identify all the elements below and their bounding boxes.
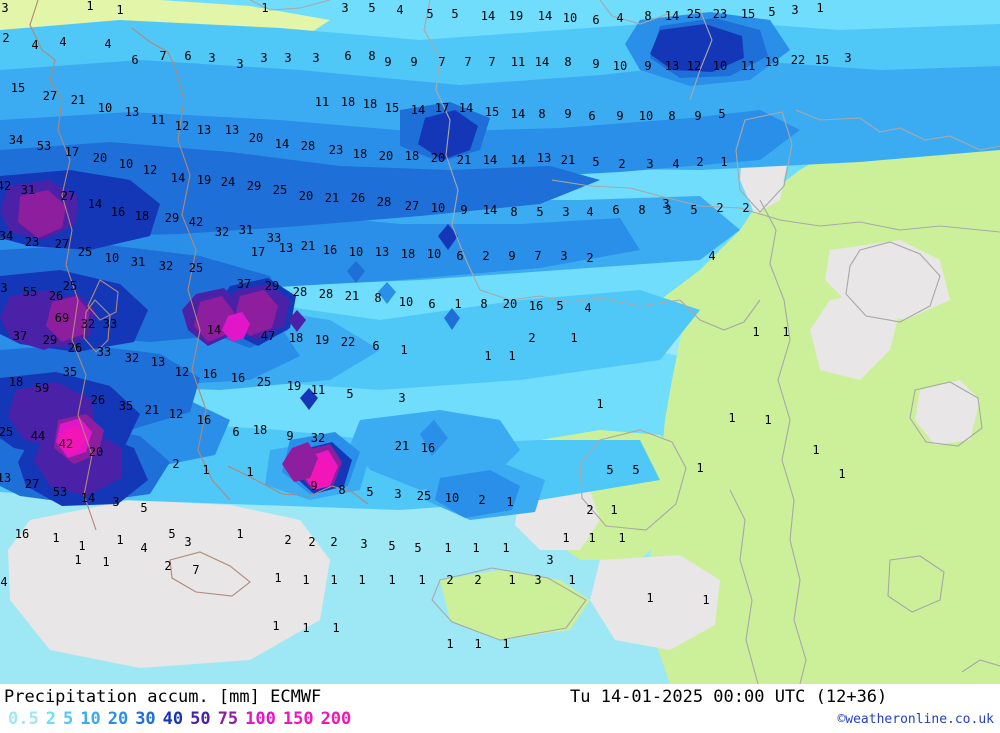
coastline-group	[29, 0, 369, 597]
grey-region-se	[590, 555, 720, 650]
diamond-2	[347, 261, 365, 283]
legend-stop-50[interactable]: 50	[190, 709, 211, 729]
band-75-b	[46, 296, 90, 342]
legend-stop-75[interactable]: 75	[217, 709, 239, 729]
diamond-3	[444, 308, 460, 330]
border-group	[249, 0, 1000, 684]
diamond-1	[438, 224, 458, 250]
copyright-label: ©weatheronline.co.uk	[837, 712, 994, 727]
legend-stop-30[interactable]: 30	[135, 709, 156, 729]
band-75-a	[18, 190, 66, 238]
legend-stop-150[interactable]: 150	[282, 709, 314, 729]
legend-stop-0.5[interactable]: 0.5	[8, 709, 39, 729]
land-east-lobe	[660, 240, 820, 350]
legend-stop-20[interactable]: 20	[107, 709, 129, 729]
diamond-7	[420, 420, 448, 456]
legend-stop-40[interactable]: 40	[162, 709, 184, 729]
peak-200-b	[58, 426, 86, 454]
grey-region-south	[8, 500, 330, 668]
map-footer: Precipitation accum. [mm] ECMWF Tu 14-01…	[0, 684, 1000, 733]
legend-stop-5[interactable]: 5	[62, 709, 74, 729]
diamond-6	[300, 388, 318, 410]
grey-island-2	[915, 380, 980, 445]
land-south-small	[440, 570, 590, 640]
diamond-4	[378, 282, 396, 304]
legend-stop-200[interactable]: 200	[320, 709, 352, 729]
legend-stop-10[interactable]: 10	[80, 709, 101, 729]
legend-stop-2[interactable]: 2	[45, 709, 56, 729]
map-canvas	[0, 0, 1000, 684]
peak-100-c	[222, 312, 250, 342]
precipitation-map[interactable]: 3 1 1 1 3 5 4 5 5 14 19 14 10 6 4 8 14 25 23 15 5 3 1 2 4 4 4 6 7 6 3 3…	[0, 0, 1000, 684]
grey-island-5	[825, 240, 950, 320]
peak-75-c	[282, 442, 318, 482]
footer-datetime: Tu 14-01-2025 00:00 UTC (12+36)	[570, 687, 888, 707]
diamond-5	[288, 310, 306, 332]
band-20-blob2	[435, 470, 520, 518]
legend-stop-100[interactable]: 100	[245, 709, 276, 729]
precipitation-legend[interactable]: 0.5 2 5 10 20 30 40 50 75 100 150 200	[8, 709, 358, 729]
band-40-ne	[650, 24, 744, 72]
footer-title: Precipitation accum. [mm] ECMWF	[4, 687, 322, 707]
